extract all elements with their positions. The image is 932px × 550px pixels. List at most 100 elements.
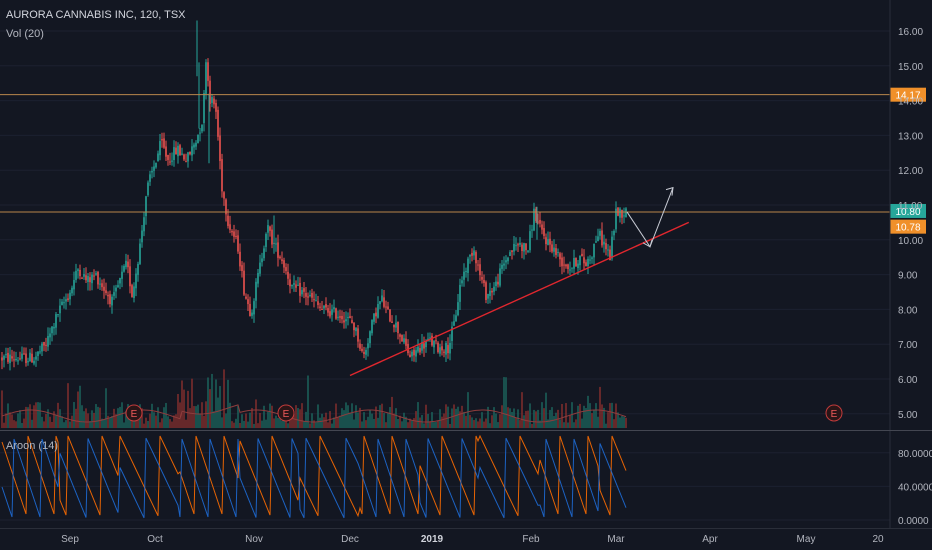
candle-body xyxy=(233,231,235,237)
candle-body xyxy=(239,251,241,267)
earnings-marker[interactable] xyxy=(125,404,143,422)
volume-bar xyxy=(225,413,227,428)
candle-body xyxy=(1,357,3,361)
volume-bar xyxy=(283,417,285,428)
volume-bar xyxy=(307,375,309,428)
candle-body xyxy=(349,316,351,319)
volume-bar xyxy=(485,418,487,428)
candle-body xyxy=(163,138,165,148)
volume-bar xyxy=(131,414,133,428)
volume-bar xyxy=(593,410,595,428)
volume-bar xyxy=(41,416,43,428)
candle-body xyxy=(107,294,109,297)
volume-bar xyxy=(271,405,273,428)
candle-body xyxy=(337,316,339,318)
volume-bar xyxy=(443,413,445,428)
volume-bar xyxy=(601,404,603,428)
candle-body xyxy=(51,326,53,334)
candle-body xyxy=(25,353,27,364)
candle-body xyxy=(463,271,465,280)
candle-body xyxy=(213,98,215,105)
volume-bar xyxy=(331,423,333,428)
candle-body xyxy=(255,281,257,301)
volume-bar xyxy=(241,414,243,428)
volume-bar xyxy=(363,412,365,428)
volume-bar xyxy=(277,417,279,428)
candle-body xyxy=(161,139,163,141)
candle-body xyxy=(49,333,51,338)
volume-bar xyxy=(431,412,433,428)
candle-body xyxy=(601,230,603,246)
earnings-marker[interactable] xyxy=(277,404,295,422)
candle-body xyxy=(351,320,353,324)
volume-bar xyxy=(35,402,37,428)
volume-bar xyxy=(313,420,315,428)
candle-body xyxy=(197,134,199,144)
candle-body xyxy=(347,316,349,318)
candle-body xyxy=(413,349,415,356)
candle-body xyxy=(3,356,5,360)
candle-body xyxy=(195,142,197,147)
candle-body xyxy=(113,292,115,296)
volume-bar xyxy=(179,402,181,428)
candle-body xyxy=(517,244,519,246)
price-candles xyxy=(1,20,627,371)
candle-body xyxy=(211,97,213,103)
price-tick-label: 8.00 xyxy=(898,305,918,316)
volume-bar xyxy=(193,406,195,428)
volume-bar xyxy=(437,420,439,428)
candle-body xyxy=(437,342,439,353)
volume-bar xyxy=(463,411,465,428)
trendline[interactable] xyxy=(349,221,690,377)
price-badge xyxy=(890,219,926,234)
candle-body xyxy=(573,257,575,269)
volume-bar xyxy=(599,386,601,428)
volume-bar xyxy=(11,414,13,428)
price-badge xyxy=(890,203,926,218)
price-tick-label: 15.00 xyxy=(898,62,923,73)
candle-body xyxy=(339,316,341,318)
volume-bar xyxy=(575,419,577,428)
volume-bar xyxy=(195,406,197,428)
volume-bar xyxy=(243,420,245,428)
candle-body xyxy=(611,236,613,259)
candle-body xyxy=(401,335,403,342)
volume-bar xyxy=(347,405,349,428)
price-badge-label: 10.80 xyxy=(895,207,920,218)
candle-body xyxy=(567,264,569,270)
candle-body xyxy=(551,244,553,252)
volume-bar xyxy=(121,402,123,428)
candle-body xyxy=(151,170,153,173)
candle-body xyxy=(367,343,369,349)
volume-bar xyxy=(457,406,459,428)
volume-bar xyxy=(85,408,87,428)
candle-body xyxy=(417,346,419,352)
candle-body xyxy=(369,331,371,344)
candle-body xyxy=(55,314,57,328)
candle-body xyxy=(379,301,381,305)
candle-body xyxy=(139,243,141,264)
volume-bar xyxy=(9,412,11,428)
candle-body xyxy=(545,237,547,245)
volume-bar xyxy=(259,412,261,428)
candle-body xyxy=(317,301,319,305)
volume-bar xyxy=(211,373,213,428)
candle-body xyxy=(471,252,473,256)
candle-body xyxy=(607,249,609,251)
candle-body xyxy=(307,296,309,298)
volume-bar xyxy=(69,421,71,428)
candle-body xyxy=(603,241,605,245)
volume-bar xyxy=(415,411,417,428)
volume-bar xyxy=(125,410,127,428)
candle-body xyxy=(275,243,277,245)
candle-body xyxy=(547,239,549,245)
volume-bar xyxy=(381,403,383,428)
volume-bar xyxy=(311,413,313,428)
earnings-marker[interactable] xyxy=(825,404,843,422)
volume-bar xyxy=(555,412,557,428)
volume-bar xyxy=(507,407,509,428)
volume-bar xyxy=(39,402,41,428)
volume-bar xyxy=(117,408,119,428)
